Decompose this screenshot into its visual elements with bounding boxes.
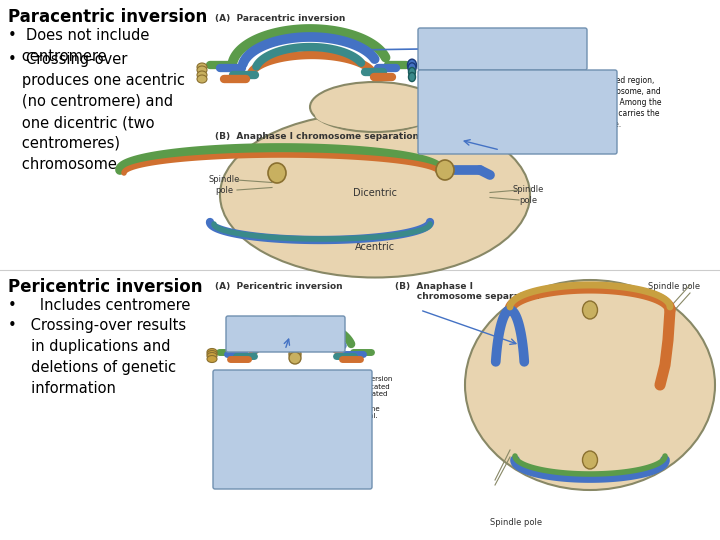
Ellipse shape [197, 63, 207, 71]
Ellipse shape [465, 280, 715, 490]
Text: (B)  Anaphase I chromosome separation: (B) Anaphase I chromosome separation [215, 132, 419, 141]
Text: Dicentric: Dicentric [353, 188, 397, 198]
Ellipse shape [408, 59, 416, 71]
Ellipse shape [582, 451, 598, 469]
Ellipse shape [197, 75, 207, 83]
Text: (A)  Paracentric inversion: (A) Paracentric inversion [215, 14, 346, 23]
Text: •   Crossing-over results
     in duplications and
     deletions of genetic
   : • Crossing-over results in duplications … [8, 318, 186, 396]
FancyBboxPatch shape [213, 370, 372, 489]
Ellipse shape [197, 66, 207, 74]
Text: Spindle pole: Spindle pole [648, 282, 700, 291]
Text: Spindle pole: Spindle pole [490, 518, 542, 527]
Ellipse shape [207, 353, 217, 360]
Text: When the centromere is included in the inversion
loop, one of the crossover prod: When the centromere is included in the i… [219, 376, 392, 420]
Text: •  Does not include
   centromere: • Does not include centromere [8, 28, 149, 64]
Ellipse shape [207, 350, 217, 357]
Text: Acentric: Acentric [355, 242, 395, 252]
Text: Spindle
pole: Spindle pole [208, 176, 240, 195]
Ellipse shape [207, 355, 217, 362]
Ellipse shape [582, 301, 598, 319]
Text: (A)  Pericentric inversion: (A) Pericentric inversion [215, 282, 343, 291]
Ellipse shape [315, 100, 435, 130]
Text: Pericentric inversion: Pericentric inversion [8, 278, 202, 296]
Ellipse shape [289, 348, 301, 360]
Text: (B)  Anaphase I
       chromosome separation: (B) Anaphase I chromosome separation [395, 282, 540, 301]
Text: Spindle
pole: Spindle pole [513, 185, 544, 205]
Ellipse shape [310, 82, 440, 132]
Ellipse shape [408, 68, 415, 77]
FancyBboxPatch shape [418, 70, 617, 154]
FancyBboxPatch shape [418, 28, 587, 70]
Ellipse shape [408, 72, 415, 82]
Ellipse shape [436, 160, 454, 180]
Text: •  Crossing-over
   produces one acentric
   (no centromere) and
   one dicentri: • Crossing-over produces one acentric (n… [8, 52, 185, 172]
Text: Position of crossing over
within inversion loop: Position of crossing over within inversi… [425, 34, 535, 54]
FancyBboxPatch shape [226, 316, 345, 352]
Text: •     Includes centromere: • Includes centromere [8, 298, 190, 313]
Text: Position of crossing-over
within inversion loop: Position of crossing-over within inversi… [232, 321, 330, 341]
Ellipse shape [220, 112, 530, 278]
Text: When the centromere is not included in the inverted region,
one of the crossover: When the centromere is not included in t… [424, 76, 662, 130]
Ellipse shape [268, 163, 286, 183]
Ellipse shape [408, 63, 416, 73]
Text: Paracentric inversion: Paracentric inversion [8, 8, 207, 26]
Ellipse shape [197, 71, 207, 79]
Ellipse shape [289, 352, 301, 364]
Ellipse shape [207, 348, 217, 355]
